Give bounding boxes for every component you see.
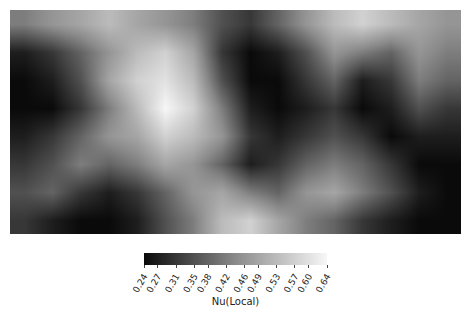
svg-text:0.35: 0.35 <box>181 272 200 294</box>
svg-text:0.38: 0.38 <box>195 272 214 295</box>
svg-text:0.46: 0.46 <box>232 272 251 295</box>
svg-text:0.31: 0.31 <box>163 272 182 294</box>
svg-text:0.49: 0.49 <box>245 272 264 295</box>
svg-text:0.42: 0.42 <box>213 272 232 294</box>
svg-text:0.27: 0.27 <box>145 272 164 294</box>
svg-text:0.60: 0.60 <box>296 272 315 295</box>
svg-text:0.64: 0.64 <box>314 272 333 295</box>
svg-text:0.53: 0.53 <box>264 272 283 294</box>
svg-text:Nu(Local): Nu(Local) <box>212 296 260 307</box>
svg-text:0.57: 0.57 <box>282 272 301 294</box>
svg-text:0.24: 0.24 <box>131 272 150 295</box>
